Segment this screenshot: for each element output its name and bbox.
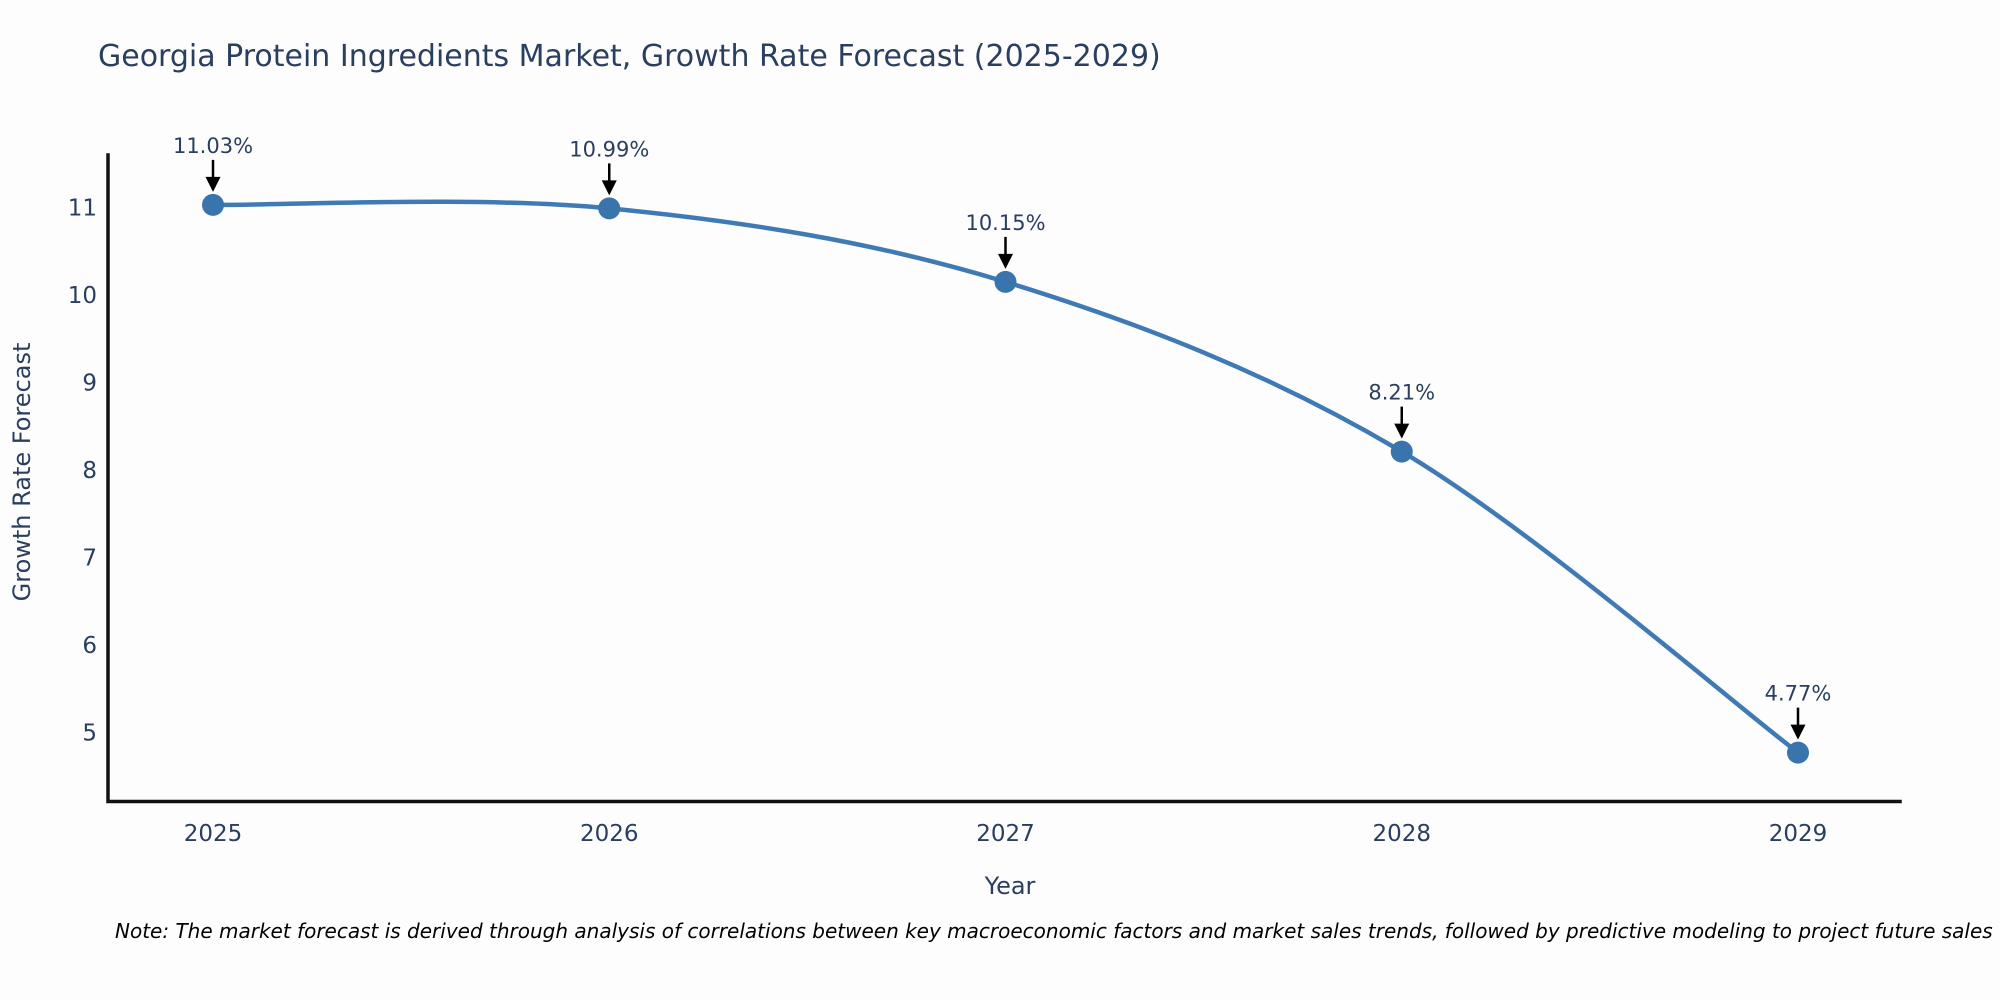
x-tick-label: 2027 — [976, 821, 1035, 847]
x-tick-label: 2026 — [580, 821, 639, 847]
y-tick-label: 6 — [82, 633, 97, 659]
axis-lines — [106, 153, 1902, 804]
annotation-arrowhead-icon — [998, 253, 1013, 269]
y-tick-label: 11 — [68, 196, 97, 222]
y-tick-label: 5 — [82, 721, 97, 747]
plot-area: 11 10 9 8 7 6 5 2025 2026 2027 2028 2029 11.03% 10.99… — [68, 134, 1902, 847]
y-tick-label: 10 — [68, 283, 97, 309]
annotation-arrowhead-icon — [601, 180, 617, 196]
data-point-marker — [202, 193, 224, 216]
point-annotation: 11.03% — [173, 134, 253, 192]
chart-title: Georgia Protein Ingredients Market, Grow… — [98, 39, 1161, 74]
y-tick-label: 9 — [82, 371, 97, 397]
point-value-label: 8.21% — [1368, 381, 1435, 405]
x-tick-label: 2028 — [1372, 821, 1431, 847]
point-value-label: 10.99% — [569, 137, 649, 161]
x-axis-title: Year — [984, 872, 1036, 900]
data-point-marker — [1787, 741, 1809, 764]
point-annotation: 10.99% — [569, 137, 649, 196]
point-value-label: 10.15% — [965, 211, 1045, 235]
data-point-marker — [1390, 440, 1413, 463]
x-tick-label: 2029 — [1769, 821, 1828, 847]
point-annotation: 4.77% — [1765, 682, 1832, 740]
annotation-arrowhead-icon — [1790, 724, 1806, 740]
annotation-arrowhead-icon — [1394, 423, 1410, 439]
footnote: Note: The market forecast is derived thr… — [115, 919, 1993, 943]
y-tick-label: 7 — [82, 546, 97, 572]
data-point-marker — [994, 270, 1017, 293]
annotation-arrowhead-icon — [205, 176, 221, 192]
data-point-marker — [598, 197, 621, 220]
point-annotation: 10.15% — [965, 211, 1046, 269]
point-value-label: 4.77% — [1765, 682, 1832, 706]
point-value-label: 11.03% — [173, 134, 253, 158]
x-tick-label: 2025 — [184, 821, 243, 847]
point-annotation: 8.21% — [1368, 381, 1435, 439]
y-tick-label: 8 — [82, 458, 97, 484]
y-axis-title: Growth Rate Forecast — [8, 343, 36, 602]
